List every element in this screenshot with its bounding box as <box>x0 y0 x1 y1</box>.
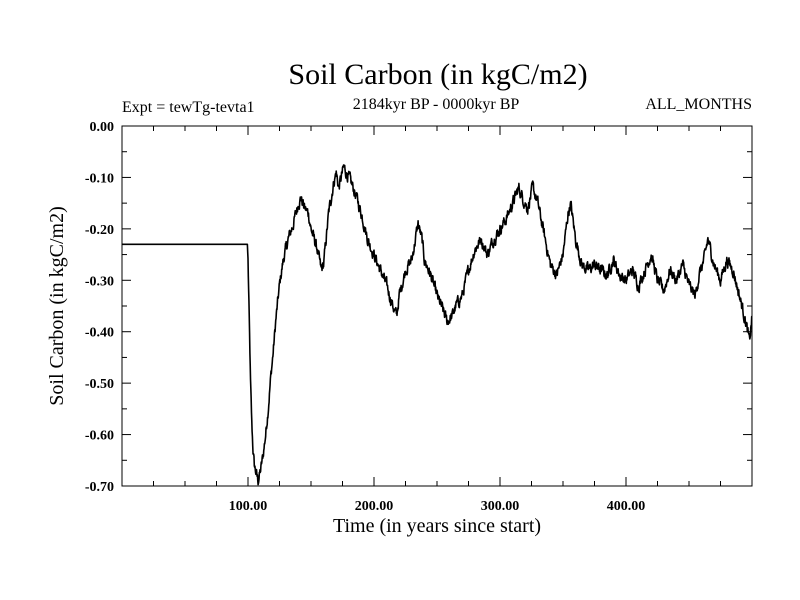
y-tick-label: -0.60 <box>85 429 114 444</box>
x-tick-label: 200.00 <box>355 499 394 514</box>
y-tick-label: -0.20 <box>85 223 114 238</box>
y-tick-label: -0.10 <box>85 171 114 186</box>
y-tick-label: 0.00 <box>90 120 115 135</box>
chart-subtitle: 2184kyr BP - 0000kyr BP <box>353 96 520 113</box>
series-line <box>121 164 753 486</box>
y-tick-label: -0.40 <box>85 326 114 341</box>
x-tick-label: 300.00 <box>481 499 520 514</box>
y-tick-label: -0.70 <box>85 480 114 495</box>
x-axis-label: Time (in years since start) <box>333 515 541 537</box>
x-tick-label: 400.00 <box>607 499 646 514</box>
x-tick-label: 100.00 <box>229 499 268 514</box>
axis-ticks: 100.00 200.00 300.00 400.00 0.00 -0.10 -0.20 -0… <box>85 120 753 514</box>
experiment-label: Expt = tewTg-tevta1 <box>122 99 255 116</box>
period-label: ALL_MONTHS <box>645 96 752 113</box>
y-axis-label: Soil Carbon (in kgC/m2) <box>46 206 68 405</box>
series-layer <box>121 164 753 486</box>
plot-frame <box>121 125 753 487</box>
y-tick-label: -0.30 <box>85 274 114 289</box>
chart-title: Soil Carbon (in kgC/m2) <box>288 58 587 91</box>
y-tick-label: -0.50 <box>85 377 114 392</box>
